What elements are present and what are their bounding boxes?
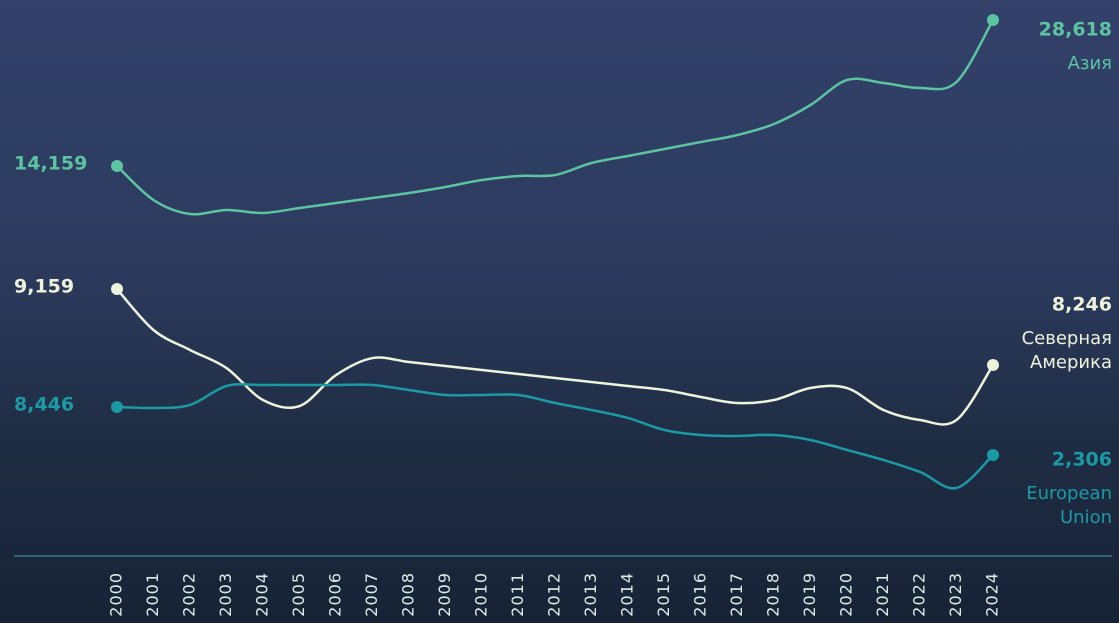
x-tick-label: 2014 [618,572,637,617]
end-label: 8,246 [1052,294,1112,316]
x-tick-label: 2017 [727,572,746,617]
x-tick-label: 2021 [873,572,892,617]
x-tick-label: 2002 [180,572,199,617]
start-label: 9,159 [14,276,74,298]
x-tick-label: 2018 [764,572,783,617]
x-tick-label: 2022 [910,572,929,617]
end-point [111,159,123,172]
end-point [111,283,123,296]
x-tick-label: 2020 [837,572,856,617]
series-name: Азия [1068,53,1112,74]
series-line [116,288,995,426]
x-tick-label: 2005 [289,572,308,617]
x-tick-label: 2012 [545,572,564,617]
series-line [116,382,994,490]
start-label: 14,159 [14,152,87,174]
x-tick-label: 2003 [216,572,235,617]
x-tick-label: 2001 [143,572,162,617]
end-label: 28,618 [1039,19,1112,41]
end-point [987,359,999,372]
x-tick-label: 2006 [326,572,345,617]
x-tick-label: 2015 [654,572,673,617]
x-tick-label: 2007 [362,572,381,617]
series-name: European Union [1026,483,1112,528]
x-tick-label: 2019 [800,572,819,617]
x-tick-label: 2011 [508,572,527,617]
x-tick-label: 2023 [946,572,965,617]
x-tick-label: 2008 [399,572,418,617]
end-point [987,448,999,461]
x-tick-label: 2010 [472,572,491,617]
x-tick-label: 2004 [253,572,272,617]
end-point [111,400,123,413]
end-label: 2,306 [1052,448,1112,470]
end-point [987,14,999,27]
x-tick-label: 2009 [435,572,454,617]
x-tick-label: 2024 [983,572,1002,617]
series-name: Северная Америка [1022,328,1112,373]
x-tick-label: 2016 [691,572,710,617]
series-line [116,19,995,216]
start-label: 8,446 [14,393,74,415]
x-tick-label: 2013 [581,572,600,617]
x-tick-label: 2000 [107,572,126,617]
